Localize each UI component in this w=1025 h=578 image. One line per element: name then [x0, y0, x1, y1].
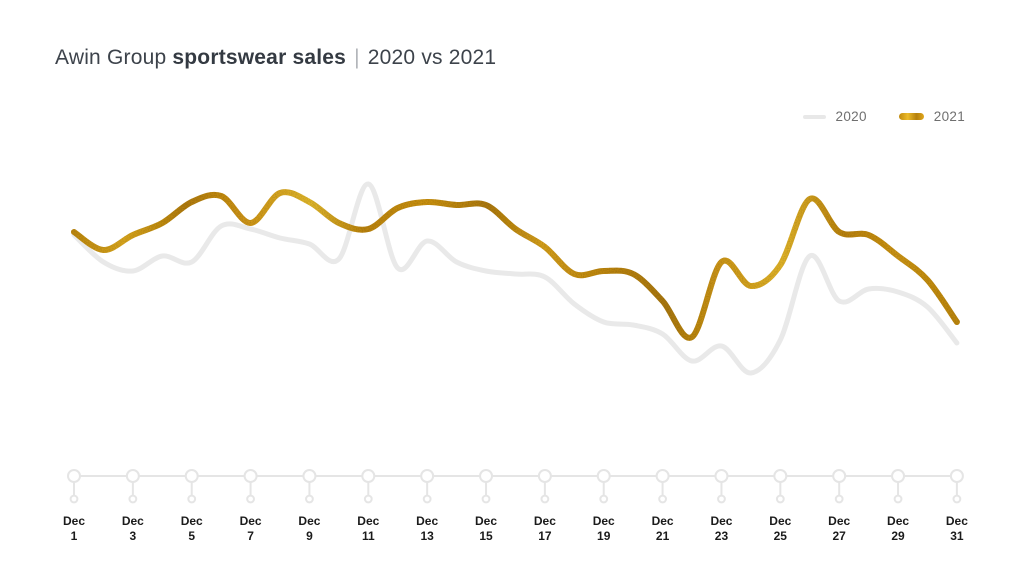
tick-label-month: Dec	[240, 514, 262, 528]
tick-ring-large	[479, 469, 494, 483]
page-title: Awin Group sportswear sales | 2020 vs 20…	[55, 46, 496, 70]
tick-label-month: Dec	[828, 514, 850, 528]
tick-label-day: 1	[71, 529, 78, 543]
tick-label-month: Dec	[534, 514, 556, 528]
tick-label-day: 23	[715, 529, 729, 543]
tick-label-day: 11	[362, 529, 375, 543]
legend-swatch-2020	[802, 114, 826, 119]
tick-ring-small	[305, 494, 314, 504]
legend-label-2021: 2021	[933, 109, 965, 124]
tick-label-day: 15	[479, 529, 493, 543]
tick-label-month: Dec	[298, 514, 320, 528]
tick-label-month: Dec	[122, 514, 144, 528]
tick-label-month: Dec	[357, 514, 379, 528]
tick-label-day: 27	[833, 529, 847, 543]
tick-ring-small	[717, 494, 726, 504]
tick-ring-small	[834, 494, 844, 504]
tick-ring-small	[187, 494, 197, 504]
tick-ring-large	[361, 469, 376, 483]
tick-label-day: 9	[306, 529, 313, 543]
tick-ring-small	[128, 494, 138, 504]
series-2020-line	[71, 181, 960, 376]
tick-ring-small	[775, 494, 785, 504]
tick-label-day: 29	[891, 529, 905, 543]
tick-label-day: 3	[130, 529, 137, 543]
tick-ring-small	[246, 494, 255, 504]
tick-ring-large	[891, 469, 906, 483]
tick-label-month: Dec	[63, 514, 85, 528]
tick-ring-large	[714, 469, 729, 483]
legend-item-2020: 2020	[802, 109, 867, 124]
tick-ring-large	[67, 469, 81, 483]
tick-ring-large	[184, 469, 199, 483]
tick-label-month: Dec	[946, 514, 968, 528]
tick-ring-large	[302, 469, 317, 483]
tick-label-day: 21	[656, 529, 670, 543]
tick-ring-small	[952, 494, 962, 504]
tick-ring-large	[949, 469, 964, 483]
tick-label-day: 17	[538, 529, 552, 543]
title-prefix: Awin Group	[55, 46, 167, 69]
tick-label-month: Dec	[652, 514, 674, 528]
tick-ring-large	[596, 469, 611, 483]
tick-ring-small	[599, 494, 609, 504]
legend-item-2021: 2021	[898, 109, 965, 124]
title-separator: |	[354, 46, 360, 69]
tick-label-month: Dec	[769, 514, 791, 528]
tick-ring-large	[773, 469, 788, 483]
tick-ring-large	[243, 469, 258, 483]
tick-ring-large	[537, 469, 552, 483]
legend-label-2020: 2020	[835, 109, 867, 124]
tick-label-month: Dec	[475, 514, 497, 528]
tick-label-month: Dec	[593, 514, 615, 528]
tick-label-month: Dec	[710, 514, 732, 528]
tick-label-day: 19	[597, 529, 611, 543]
tick-ring-large	[420, 469, 435, 483]
tick-ring-large	[832, 469, 847, 483]
legend: 2020 2021	[802, 109, 965, 124]
tick-label-month: Dec	[181, 514, 203, 528]
tick-ring-small	[422, 494, 432, 504]
tick-label-day: 7	[247, 529, 254, 543]
series-2021-group	[71, 189, 960, 341]
title-emphasis: sportswear sales	[172, 46, 347, 69]
tick-label-day: 25	[774, 529, 788, 543]
tick-label-day: 31	[950, 529, 964, 543]
legend-swatch-2021	[898, 113, 924, 120]
tick-ring-small	[658, 494, 667, 504]
tick-ring-small	[540, 494, 550, 504]
tick-label-month: Dec	[416, 514, 438, 528]
tick-ring-small	[363, 494, 373, 504]
tick-ring-small	[893, 494, 903, 504]
tick-ring-small	[69, 494, 79, 504]
tick-label-day: 13	[420, 529, 434, 543]
series-2021-line	[71, 189, 960, 341]
tick-ring-large	[655, 469, 670, 483]
tick-ring-large	[125, 469, 140, 483]
tick-label-month: Dec	[887, 514, 909, 528]
title-suffix: 2020 vs 2021	[367, 46, 497, 69]
tick-label-day: 5	[188, 529, 195, 543]
x-axis: Dec1Dec3Dec5Dec7Dec9Dec11Dec13Dec15Dec17…	[63, 469, 968, 543]
tick-ring-small	[481, 494, 491, 504]
